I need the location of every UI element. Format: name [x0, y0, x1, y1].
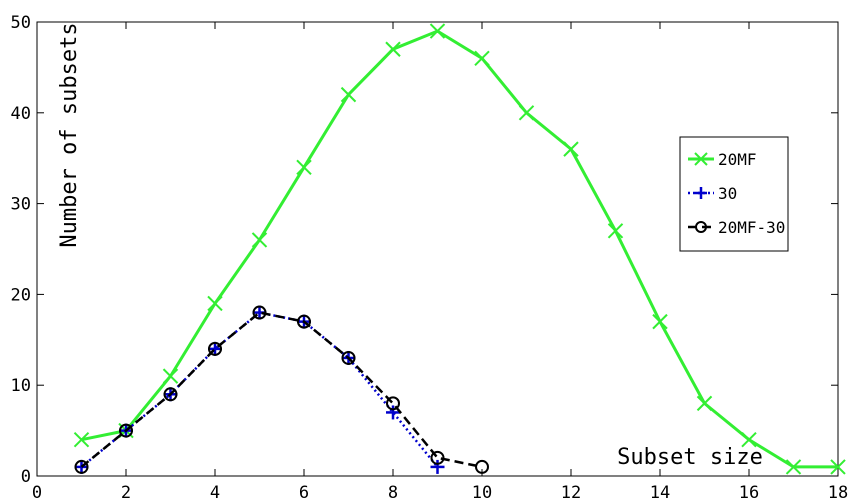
- legend-label: 20MF-30: [718, 218, 785, 237]
- y-tick-label: 40: [11, 104, 31, 124]
- data-point: [208, 341, 222, 356]
- data-point: [74, 459, 89, 474]
- point-marker: [741, 431, 757, 448]
- point-marker: [696, 395, 713, 412]
- data-point: [207, 295, 223, 312]
- x-tick-label: 12: [561, 483, 581, 503]
- plot-frame: [36, 21, 839, 477]
- data-point: [119, 423, 133, 438]
- series-30: [74, 305, 445, 474]
- point-marker: [652, 313, 668, 330]
- point-marker: [430, 450, 445, 465]
- series-line: [80, 311, 439, 468]
- data-point: [475, 459, 489, 474]
- point-marker: [297, 314, 311, 329]
- data-point: [341, 350, 356, 365]
- point-marker: [74, 459, 89, 474]
- point-marker: [785, 459, 802, 475]
- data-point: [252, 305, 267, 320]
- data-point: [652, 313, 668, 330]
- data-point: [696, 395, 713, 412]
- point-marker: [386, 396, 400, 411]
- y-axis-label: Number of subsets: [57, 22, 82, 247]
- x-tick-label: 0: [32, 483, 42, 503]
- data-point: [208, 341, 222, 356]
- y-tick-label: 10: [11, 376, 31, 396]
- x-axis-label: Subset size: [617, 445, 763, 470]
- legend: 20MF 30 20MF-30: [679, 136, 789, 252]
- data-point: [430, 459, 445, 474]
- data-point: [386, 396, 400, 411]
- data-point: [163, 387, 178, 402]
- data-point: [563, 141, 579, 157]
- legend-label: 30: [718, 184, 737, 203]
- point-marker: [341, 350, 356, 365]
- point-marker: [119, 423, 133, 438]
- x-tick-label: 10: [472, 483, 492, 503]
- y-tick-label: 50: [11, 13, 31, 33]
- data-point: [385, 41, 401, 57]
- x-tick-label: 2: [121, 483, 131, 503]
- legend-marker: [695, 221, 707, 233]
- data-point: [74, 459, 89, 474]
- point-marker: [73, 431, 90, 448]
- data-point: [430, 450, 445, 465]
- x-tick-label: 14: [650, 483, 670, 503]
- data-point: [386, 405, 400, 420]
- data-point: [297, 314, 311, 329]
- y-tick-label: 20: [11, 285, 31, 305]
- point-marker: [296, 159, 312, 175]
- legend-entry: 20MF-30: [688, 218, 785, 237]
- point-marker: [429, 23, 446, 39]
- data-point: [741, 431, 757, 448]
- y-tick-label: 30: [11, 195, 31, 215]
- data-point: [518, 105, 535, 121]
- point-marker: [162, 368, 179, 384]
- data-point: [340, 86, 357, 103]
- data-point: [607, 223, 624, 239]
- y-tick-label: 0: [21, 467, 31, 487]
- point-marker: [252, 305, 267, 320]
- series-line: [80, 311, 483, 469]
- legend-label: 20MF: [718, 150, 757, 169]
- series-layer: [73, 23, 846, 475]
- legend-marker: [694, 152, 708, 166]
- point-marker: [474, 50, 490, 67]
- data-point: [162, 368, 179, 384]
- point-marker: [563, 141, 579, 157]
- data-point: [785, 459, 802, 475]
- data-point: [429, 23, 446, 39]
- x-tick-label: 6: [299, 483, 309, 503]
- point-marker: [518, 105, 535, 121]
- x-tick-label: 4: [210, 483, 220, 503]
- point-marker: [208, 341, 222, 356]
- point-marker: [340, 86, 357, 103]
- data-point: [474, 50, 490, 67]
- x-tick-label: 8: [388, 483, 398, 503]
- point-marker: [163, 387, 178, 402]
- legend-entry: 30: [688, 184, 737, 203]
- data-point: [296, 159, 312, 175]
- x-tick-label: 16: [739, 483, 759, 503]
- axes: 0 2 4 6 8 10 12 14 16 18 0 10 20 30 40 50: [11, 13, 849, 503]
- x-tick-label: 18: [828, 483, 848, 503]
- point-marker: [475, 459, 489, 474]
- data-point: [251, 232, 268, 248]
- point-marker: [207, 295, 223, 312]
- point-marker: [251, 232, 268, 248]
- point-marker: [385, 41, 401, 57]
- point-marker: [830, 459, 846, 475]
- data-point: [830, 459, 846, 475]
- legend-entry: 20MF: [688, 150, 757, 169]
- data-point: [73, 431, 90, 448]
- point-marker: [607, 223, 624, 239]
- series-20MF-30: [74, 305, 489, 474]
